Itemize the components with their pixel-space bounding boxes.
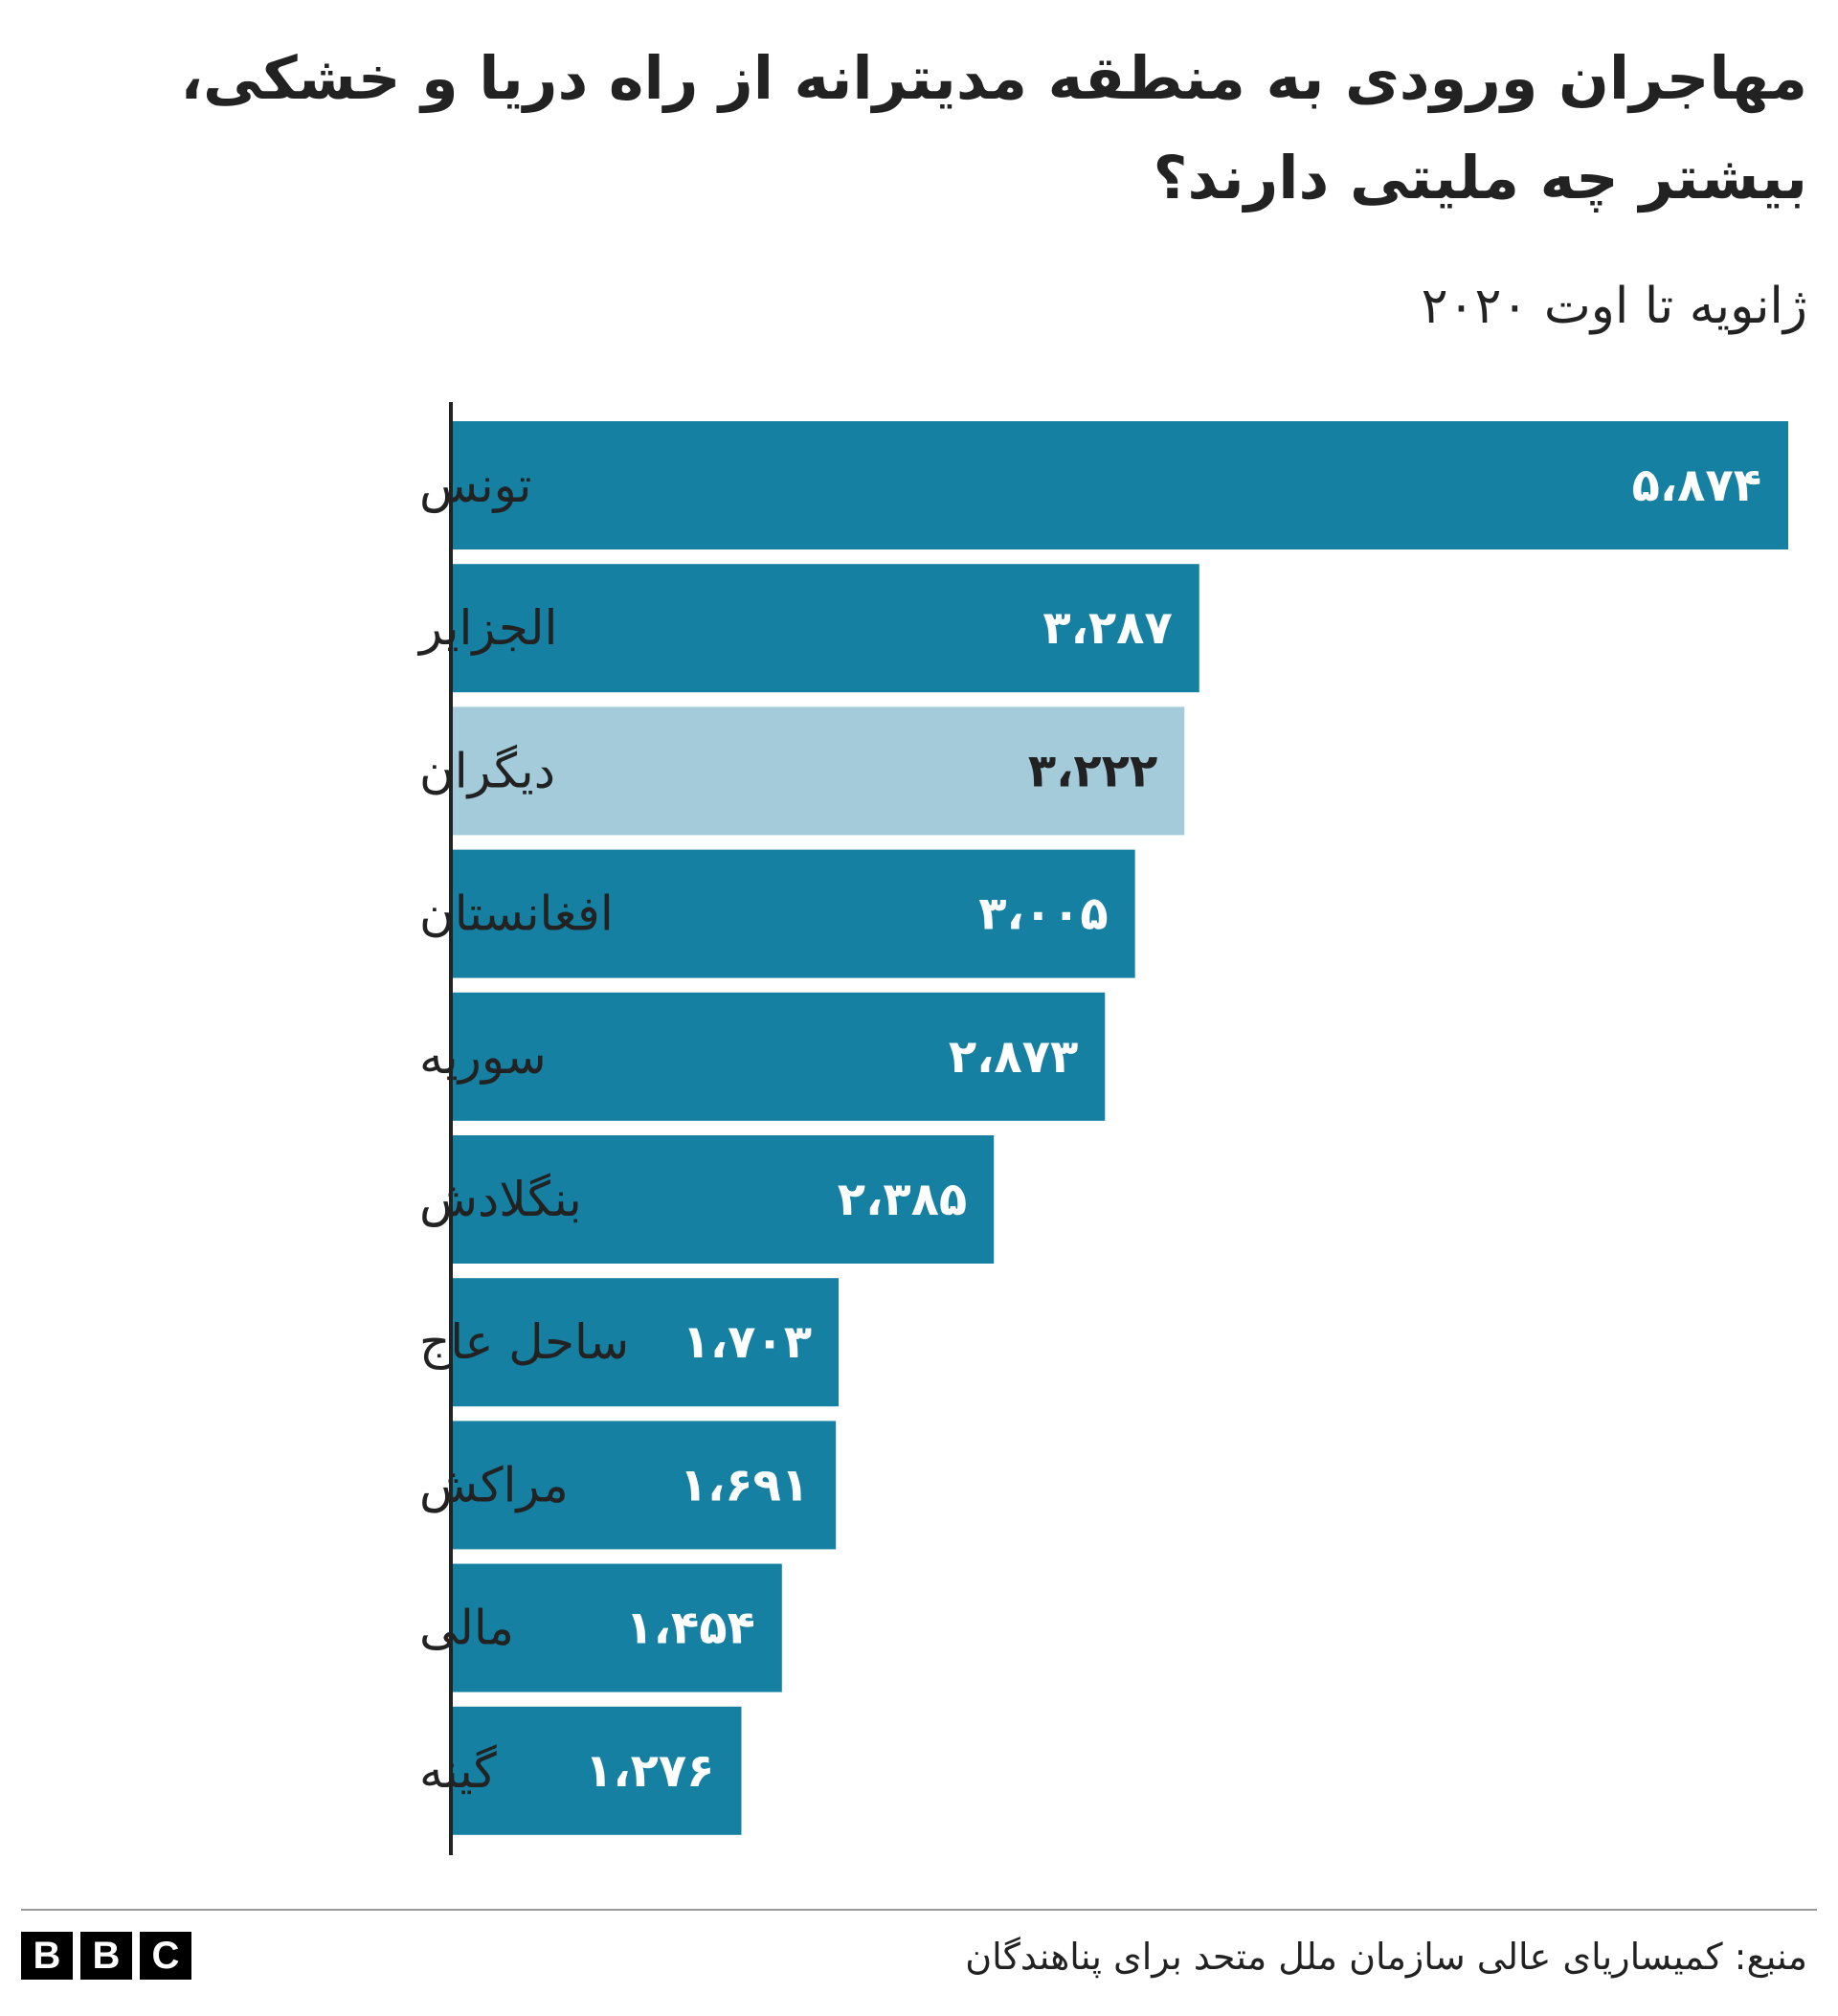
source-note: منبع: کمیساریای عالی سازمان ملل متحد برا…: [965, 1936, 1807, 1978]
bars-layer: تونس ۵،۸۷۴ الجزایر ۳،۲۸۷ دیگران ۳،۲۲۲ افغانستا…: [416, 421, 1788, 1835]
value-label: ۵،۸۷۴: [1632, 459, 1761, 512]
bbc-logo-letter: B: [21, 1932, 73, 1980]
category-label: بنگلادش: [419, 1172, 582, 1227]
bar: [451, 421, 1788, 549]
bar: [451, 564, 1199, 693]
bar-chart: تونس ۵،۸۷۴ الجزایر ۳،۲۸۷ دیگران ۳،۲۲۲ افغانستا…: [416, 402, 1788, 1855]
bar: [451, 1563, 782, 1692]
bar: [451, 849, 1135, 978]
value-label: ۲،۸۷۳: [949, 1030, 1078, 1084]
bar: [451, 1421, 837, 1550]
value-label: ۱،۷۰۳: [683, 1315, 812, 1369]
value-label: ۳،۲۸۷: [1042, 601, 1172, 655]
value-label: ۱،۴۵۴: [625, 1602, 754, 1655]
category-label: سوریه: [419, 1029, 547, 1085]
category-label: ساحل عاج: [419, 1314, 629, 1370]
bar: [451, 706, 1185, 836]
category-label: تونس: [419, 458, 531, 513]
bbc-logo: B B C: [21, 1932, 191, 1980]
bar: [451, 1706, 742, 1835]
bar: [451, 1278, 840, 1407]
category-label: دیگران: [419, 743, 555, 798]
chart-title: مهاجران ورودی به منطقه مدیترانه از راه د…: [180, 43, 1807, 213]
bbc-logo-letter: C: [140, 1932, 191, 1980]
footer-divider: [21, 1909, 1817, 1911]
value-label: ۳،۲۲۲: [1028, 744, 1157, 797]
bar: [451, 1135, 995, 1264]
value-label: ۱،۶۹۱: [680, 1458, 809, 1512]
category-label: مراکش: [419, 1457, 569, 1512]
category-label: افغانستان: [419, 886, 614, 942]
bbc-logo-letter: B: [80, 1932, 132, 1980]
category-label: گینه: [419, 1743, 497, 1799]
bar: [451, 992, 1106, 1121]
category-label: مالی: [419, 1601, 514, 1656]
value-label: ۲،۳۸۵: [838, 1173, 967, 1226]
chart-subtitle: ژانویه تا اوت ۲۰۲۰: [1421, 278, 1807, 335]
value-label: ۳،۰۰۵: [978, 887, 1108, 941]
category-label: الجزایر: [416, 600, 557, 656]
value-label: ۱،۲۷۶: [585, 1744, 714, 1798]
